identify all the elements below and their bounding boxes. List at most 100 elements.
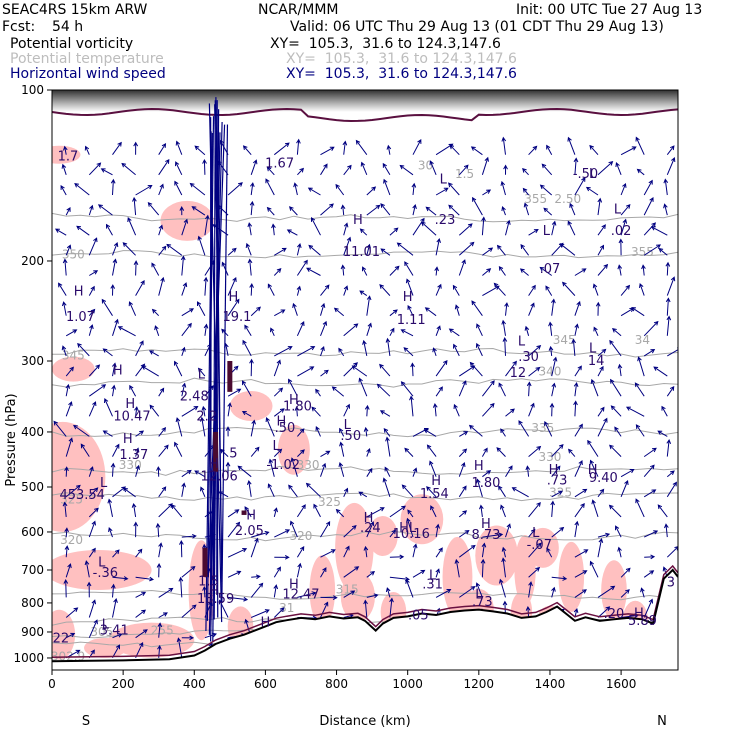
wind-arrow bbox=[65, 383, 71, 397]
wind-arrow bbox=[384, 466, 391, 477]
wind-arrow bbox=[249, 200, 255, 216]
wind-arrow bbox=[141, 365, 159, 377]
wind-arrow bbox=[501, 206, 506, 216]
pv-label: 5.89 bbox=[628, 614, 657, 629]
wind-arrow bbox=[589, 144, 599, 156]
wind-arrow bbox=[249, 283, 254, 296]
wind-arrow bbox=[247, 222, 253, 236]
wind-arrow bbox=[661, 405, 668, 417]
wind-arrow bbox=[335, 508, 345, 518]
wind-arrow bbox=[519, 268, 529, 276]
wind-arrow bbox=[343, 222, 349, 236]
wind-arrow bbox=[597, 488, 605, 498]
wind-arrow bbox=[320, 549, 336, 558]
wind-arrow bbox=[288, 206, 298, 216]
wind-arrow bbox=[528, 228, 539, 236]
wind-arrow bbox=[620, 284, 631, 296]
wind-arrow bbox=[297, 449, 305, 457]
wind-arrow bbox=[273, 448, 283, 457]
wind-arrow bbox=[147, 202, 160, 216]
wind-arrow bbox=[435, 325, 441, 336]
pv-label: L bbox=[440, 172, 448, 187]
wind-arrow bbox=[526, 381, 532, 397]
wind-arrow bbox=[410, 362, 415, 377]
terrain-fill bbox=[52, 570, 678, 670]
wind-arrow bbox=[343, 524, 357, 538]
wind-arrow bbox=[270, 327, 275, 337]
wind-arrow bbox=[501, 136, 507, 155]
wind-arrow bbox=[435, 523, 440, 538]
wind-arrow bbox=[290, 457, 298, 477]
init-time: Init: 00 UTC Tue 27 Aug 13 bbox=[516, 2, 703, 18]
theta-contour bbox=[52, 426, 678, 438]
wind-arrow bbox=[597, 224, 606, 236]
wind-arrow bbox=[237, 465, 252, 478]
wind-arrow bbox=[267, 483, 275, 498]
wind-arrow bbox=[404, 261, 414, 276]
wind-arrow bbox=[133, 260, 139, 276]
wind-arrow bbox=[320, 346, 325, 357]
theta-label: 335 bbox=[531, 421, 554, 435]
wind-arrow bbox=[658, 247, 668, 256]
wind-arrow bbox=[320, 601, 329, 618]
wind-arrow bbox=[595, 301, 601, 316]
wind-arrow bbox=[158, 224, 164, 236]
pv-label: H bbox=[209, 584, 219, 599]
wind-arrow bbox=[541, 163, 553, 176]
wind-arrow bbox=[435, 237, 441, 256]
wind-arrow bbox=[203, 323, 209, 336]
wind-arrow bbox=[482, 189, 492, 196]
wind-arrow bbox=[292, 302, 298, 316]
theta-label: 315 bbox=[336, 582, 359, 596]
pv-label: 11.01 bbox=[343, 245, 380, 260]
wind-arrow bbox=[432, 347, 437, 357]
wind-arrow bbox=[589, 459, 599, 477]
wind-arrow bbox=[435, 589, 452, 598]
wind-arrow bbox=[366, 521, 375, 538]
theta-contour bbox=[52, 589, 678, 601]
pv-label: H bbox=[364, 511, 374, 526]
valid-time: Valid: 06 UTC Thu 29 Aug 13 (01 CDT Thu … bbox=[290, 19, 664, 35]
x-tick-label: 1200 bbox=[464, 677, 495, 691]
wind-arrow bbox=[175, 161, 183, 176]
wind-arrow bbox=[597, 606, 611, 618]
wind-arrow bbox=[311, 216, 321, 236]
wind-arrow bbox=[643, 489, 657, 498]
pv-label: 1.54 bbox=[420, 487, 449, 502]
pv-label: .50 bbox=[275, 421, 296, 436]
x-end-label-north: N bbox=[657, 714, 667, 729]
wind-arrow bbox=[273, 507, 278, 518]
pv-label: -.07 bbox=[527, 538, 552, 553]
theta-label: 340 bbox=[539, 364, 562, 378]
wind-arrow bbox=[366, 204, 381, 216]
theta-label: 30 bbox=[418, 158, 433, 172]
wind-arrow bbox=[383, 427, 391, 437]
wind-arrow bbox=[88, 520, 96, 538]
pv-label: H bbox=[481, 517, 491, 532]
pv-label: .24 bbox=[360, 521, 381, 536]
wind-arrow bbox=[133, 521, 139, 538]
wind-arrow bbox=[181, 635, 195, 641]
wind-arrow bbox=[585, 186, 599, 196]
wind-arrow bbox=[181, 282, 188, 296]
wind-arrow bbox=[574, 176, 586, 196]
pv-label: 8.73 bbox=[471, 528, 500, 543]
wind-arrow bbox=[62, 258, 68, 276]
wind-arrow bbox=[158, 503, 173, 518]
wind-arrow bbox=[528, 581, 533, 598]
wind-arrow bbox=[548, 345, 554, 356]
wind-arrow bbox=[505, 360, 517, 377]
wind-arrow bbox=[363, 426, 369, 437]
wind-arrow bbox=[643, 196, 654, 216]
wind-arrow bbox=[636, 168, 645, 176]
pv-shade bbox=[309, 555, 336, 626]
forecast-label: Fcst: bbox=[2, 19, 36, 35]
wind-arrow bbox=[158, 444, 169, 457]
wind-arrow bbox=[250, 306, 261, 317]
wind-arrow bbox=[448, 204, 460, 216]
wind-arrow bbox=[385, 587, 391, 598]
wind-arrow bbox=[458, 241, 475, 256]
wind-arrow bbox=[134, 447, 140, 457]
wind-arrow bbox=[667, 347, 678, 357]
wind-arrow bbox=[385, 337, 391, 356]
